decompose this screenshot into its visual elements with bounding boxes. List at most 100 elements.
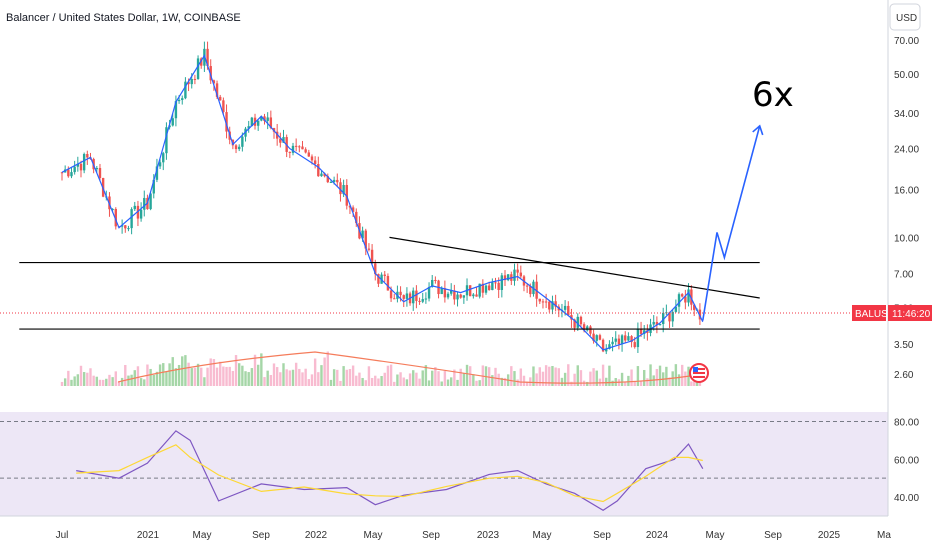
- volume-bar: [611, 380, 614, 386]
- volume-bar: [443, 371, 447, 386]
- volume-bar: [589, 371, 592, 386]
- volume-bar: [627, 375, 630, 386]
- candle-body: [538, 298, 542, 302]
- volume-bar: [310, 374, 314, 386]
- volume-bar: [171, 357, 174, 386]
- volume-bar: [260, 353, 263, 386]
- candle-body: [440, 288, 443, 295]
- time-axis-label: Jul: [56, 530, 69, 541]
- volume-bar: [237, 363, 241, 386]
- candle-body: [639, 328, 643, 334]
- candle-body: [298, 146, 301, 148]
- rsi-ma-line: [76, 444, 703, 503]
- candle-body: [415, 290, 418, 301]
- candle-body: [513, 269, 516, 281]
- volume-bar: [396, 374, 399, 386]
- candle-body: [86, 154, 89, 158]
- candle-body: [288, 151, 292, 153]
- candle-body: [630, 336, 633, 343]
- volume-bar: [228, 366, 231, 386]
- candle-body: [200, 58, 203, 66]
- volume-bar: [440, 381, 443, 386]
- candle-body: [67, 169, 70, 177]
- candle-body: [82, 154, 86, 171]
- candle-body: [468, 285, 472, 297]
- candle-body: [671, 311, 674, 322]
- volume-bar: [114, 371, 117, 386]
- volume-bar: [500, 377, 504, 386]
- volume-bar: [342, 366, 345, 386]
- volume-bar: [491, 375, 494, 386]
- candle-body: [250, 117, 254, 127]
- volume-bar: [98, 379, 102, 386]
- time-axis-label: Ma: [877, 530, 891, 541]
- candle-body: [548, 301, 551, 310]
- volume-bar: [468, 366, 472, 386]
- time-axis-label: May: [364, 530, 383, 541]
- volume-bar: [127, 375, 130, 386]
- candle-body: [187, 81, 190, 85]
- candle-body: [266, 117, 269, 121]
- volume-bar: [339, 380, 342, 386]
- candle-body: [690, 289, 693, 305]
- volume-bar: [446, 379, 450, 386]
- volume-bar: [152, 374, 155, 386]
- candle-body: [643, 330, 646, 334]
- candle-body: [541, 301, 545, 303]
- volume-bar: [73, 376, 76, 386]
- candle-body: [361, 230, 364, 239]
- candle-body: [576, 316, 579, 328]
- volume-bar: [643, 369, 646, 386]
- volume-bar: [212, 359, 216, 386]
- volume-bar: [668, 377, 671, 386]
- countdown-tag: [888, 305, 932, 321]
- candle-body: [351, 207, 355, 212]
- volume-bar: [418, 378, 421, 386]
- candle-body: [684, 296, 687, 303]
- volume-bar: [323, 357, 326, 386]
- volume-bar: [95, 376, 99, 386]
- volume-bar: [554, 367, 557, 386]
- volume-bar: [222, 366, 225, 386]
- volume-bar: [355, 375, 358, 386]
- candle-body: [184, 81, 187, 99]
- candle-body: [544, 301, 548, 303]
- candle-body: [668, 312, 671, 322]
- candle-body: [529, 286, 532, 295]
- candle-body: [149, 193, 152, 210]
- candle-body: [206, 48, 209, 67]
- price-tick-label: 24.00: [894, 145, 919, 156]
- candle-body: [196, 58, 200, 80]
- candle-body: [624, 335, 627, 341]
- candle-body: [263, 116, 266, 121]
- time-axis-label: Sep: [422, 530, 440, 541]
- candle-body: [282, 137, 285, 143]
- volume-bar: [516, 379, 519, 386]
- symbol-tag: [852, 305, 886, 321]
- volume-bar: [624, 381, 627, 386]
- candle-body: [503, 275, 507, 281]
- candle-body: [427, 286, 431, 299]
- volume-bar: [130, 374, 133, 386]
- candle-body: [76, 163, 80, 167]
- candle-body: [98, 168, 102, 178]
- candle-body: [525, 285, 529, 287]
- currency-button[interactable]: [889, 3, 921, 31]
- volume-bar: [658, 365, 662, 386]
- candle-body: [662, 312, 665, 324]
- candle-body: [655, 321, 659, 325]
- time-axis-label: 2022: [305, 530, 328, 541]
- volume-bar: [70, 379, 73, 386]
- candle-body: [291, 145, 295, 153]
- candles: [60, 41, 702, 355]
- volume-bar: [519, 368, 523, 386]
- rsi-tick-label: 40.00: [894, 493, 919, 504]
- candle-body: [158, 162, 162, 167]
- candle-body: [323, 173, 326, 177]
- volume-bar: [680, 364, 684, 386]
- candle-body: [374, 263, 377, 275]
- volume-bar: [117, 381, 121, 386]
- volume-bar: [503, 377, 507, 386]
- volume-bar: [63, 378, 67, 386]
